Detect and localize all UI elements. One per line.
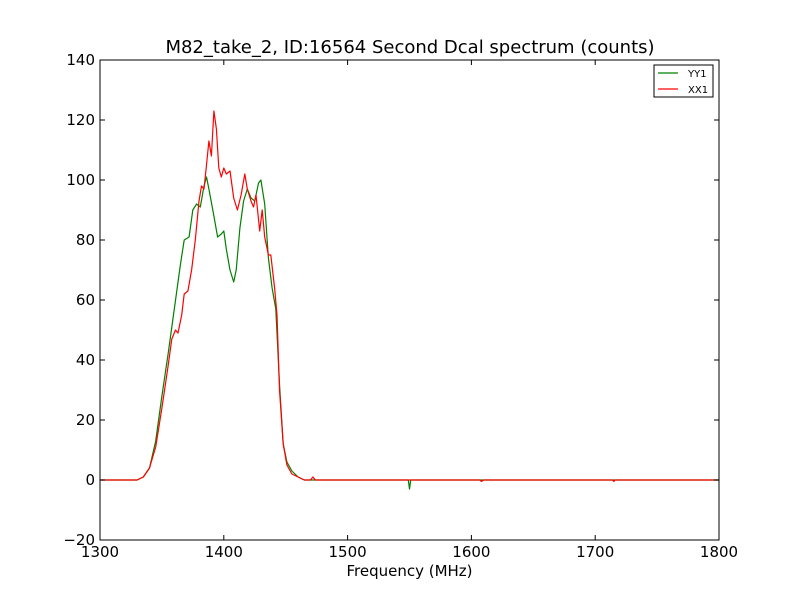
- y-tick-label: 100: [66, 171, 95, 189]
- legend-label-yy1: YY1: [687, 69, 707, 80]
- y-tick-label: 40: [76, 351, 95, 369]
- series-line-xx1: [100, 110, 719, 483]
- legend-label-xx1: XX1: [688, 85, 708, 96]
- y-tick-label: 140: [66, 51, 95, 69]
- axes-background: [100, 60, 719, 540]
- y-tick-label: 60: [76, 291, 95, 309]
- series-layer: [100, 110, 719, 490]
- x-tick-label: 1700: [576, 543, 614, 561]
- x-axis-label: Frequency (MHz): [346, 562, 472, 580]
- legend-frame: [653, 64, 714, 98]
- x-tick-label: 1400: [205, 543, 243, 561]
- series-line-yy1: [100, 176, 719, 490]
- ticks-layer: 1300 1400 1500 1600 1700 1800 −20 0 20 40 60 80 100 1…: [63, 51, 738, 561]
- legend: YY1 XX1: [653, 64, 714, 98]
- y-tick-label: −20: [63, 531, 95, 549]
- x-tick-label: 1800: [700, 543, 738, 561]
- x-tick-label: 1500: [329, 543, 367, 561]
- y-tick-label: 80: [76, 231, 95, 249]
- x-tick-label: 1300: [81, 543, 119, 561]
- x-tick-label: 1600: [452, 543, 490, 561]
- y-tick-label: 0: [85, 471, 95, 489]
- plot-area: 1300 1400 1500 1600 1700 1800 −20 0 20 40 60 80 100 1…: [63, 51, 738, 561]
- y-tick-label: 20: [76, 411, 95, 429]
- chart-title: M82_take_2, ID:16564 Second Dcal spectru…: [165, 37, 654, 58]
- y-tick-label: 120: [66, 111, 95, 129]
